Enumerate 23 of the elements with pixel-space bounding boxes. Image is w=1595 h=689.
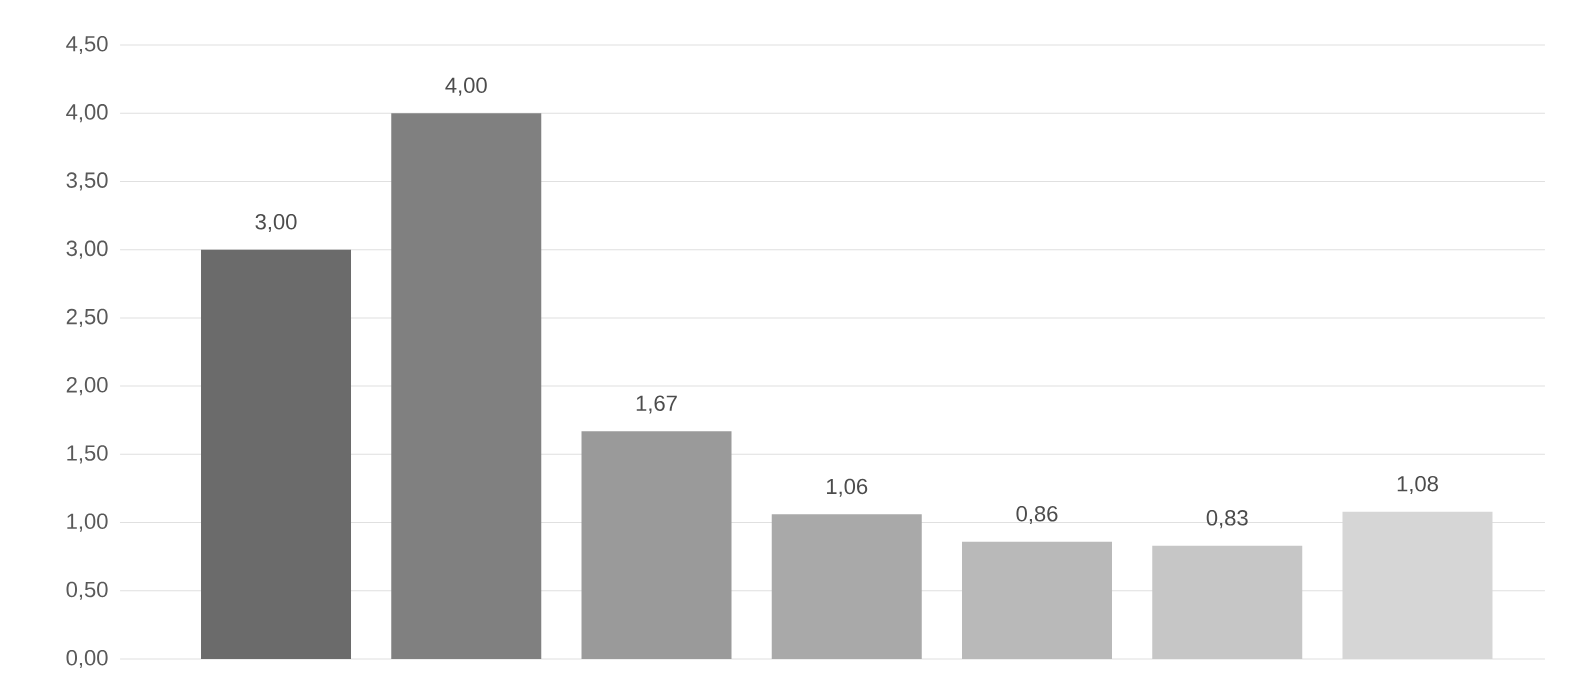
data-label: 0,86 bbox=[1016, 505, 1058, 525]
bar bbox=[1152, 545, 1303, 659]
y-tick-label: 2,50 bbox=[66, 308, 108, 327]
data-label: 4,00 bbox=[445, 77, 487, 96]
y-tick-label: 0,50 bbox=[66, 581, 108, 600]
data-label: 0,83 bbox=[1206, 510, 1248, 529]
y-tick-label: 0,00 bbox=[66, 649, 108, 669]
bar bbox=[962, 541, 1112, 659]
bar bbox=[771, 514, 922, 659]
y-tick-label: 2,00 bbox=[66, 377, 108, 396]
y-tick-label: 3,50 bbox=[66, 172, 108, 191]
data-label: 1,08 bbox=[1397, 475, 1438, 495]
bar bbox=[581, 431, 732, 659]
data-label: 3,00 bbox=[255, 213, 297, 233]
data-label: 1,06 bbox=[827, 478, 868, 497]
y-tick-label: 1,50 bbox=[67, 445, 108, 464]
bar bbox=[201, 249, 352, 659]
bar bbox=[391, 113, 542, 659]
y-tick-label: 1,00 bbox=[67, 513, 108, 532]
y-tick-label: 4,50 bbox=[66, 35, 108, 55]
y-tick-label: 3,00 bbox=[66, 240, 108, 259]
y-tick-label: 4,00 bbox=[66, 104, 108, 123]
data-label: 1,67 bbox=[636, 395, 677, 414]
